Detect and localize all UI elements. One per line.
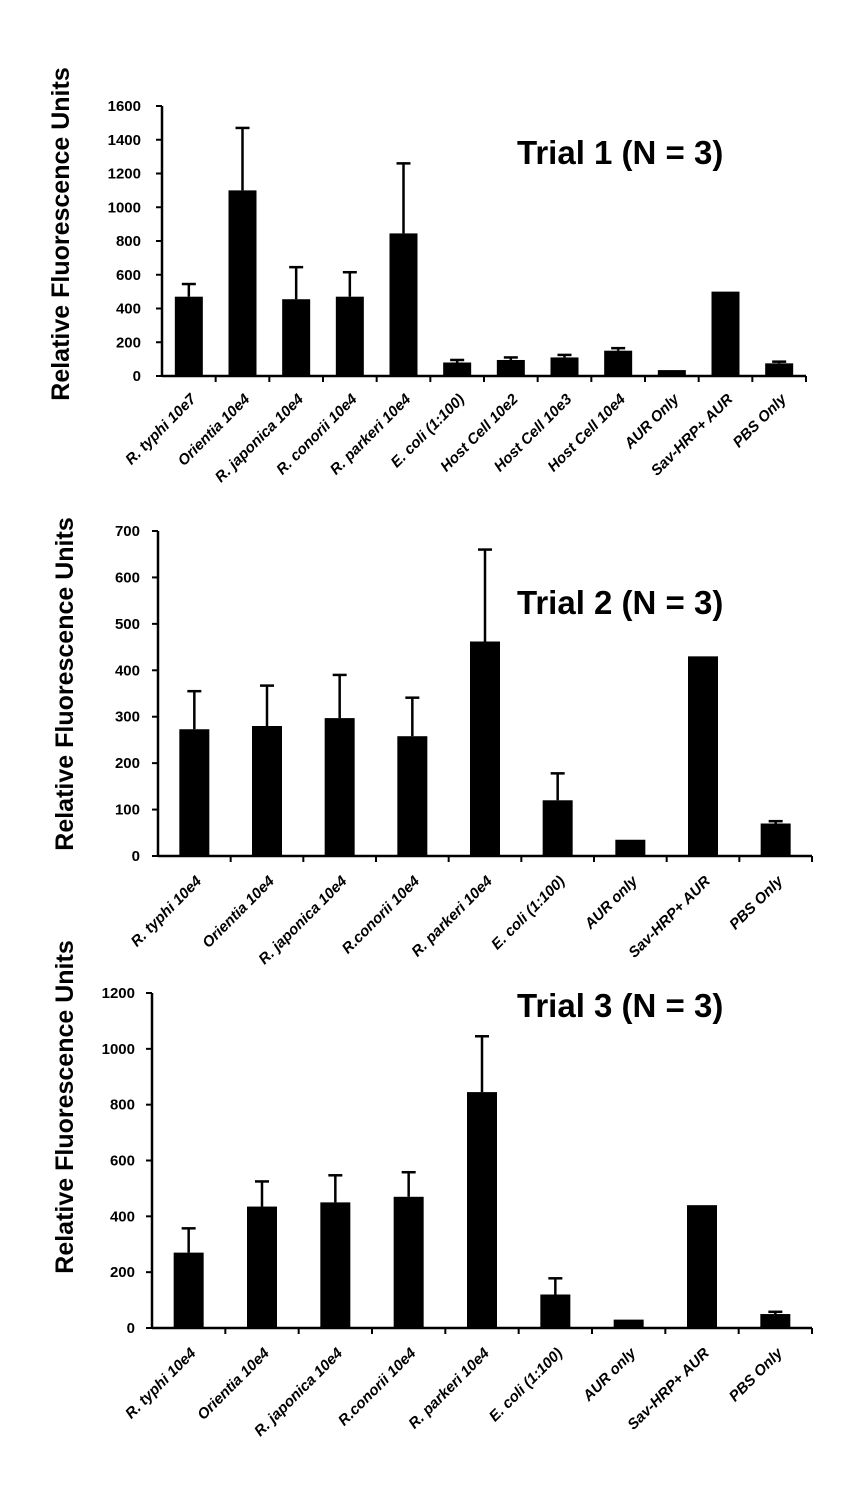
chart-title: Trial 2 (N = 3) — [517, 584, 723, 621]
bar — [615, 839, 646, 856]
y-axis-label: Relative Fluorescence Units — [51, 517, 79, 850]
x-tick-label: PBS Only — [726, 872, 787, 933]
bar — [179, 729, 210, 856]
bar — [443, 362, 472, 376]
x-tick-label: PBS Only — [726, 1344, 787, 1405]
bar — [613, 1319, 644, 1328]
bar — [173, 1252, 204, 1328]
bar — [389, 233, 418, 376]
bar — [688, 656, 718, 856]
chart-trial-1: Relative Fluorescence Units Trial 1 (N =… — [47, 67, 807, 486]
y-tick-label: 400 — [115, 662, 140, 679]
bar — [470, 641, 500, 856]
x-tick-label: R. typhi 10e4 — [122, 1344, 200, 1422]
y-tick-label: 1200 — [108, 166, 141, 183]
bar — [687, 1205, 717, 1328]
x-tick-label: Orientia 10e4 — [199, 872, 278, 951]
x-tick-label: PBS Only — [730, 390, 791, 451]
y-tick-label: 0 — [133, 368, 141, 385]
x-tick-label: AUR only — [579, 1344, 640, 1405]
bar — [228, 190, 257, 376]
y-tick-label: 1400 — [108, 132, 141, 149]
bar — [467, 1092, 497, 1328]
bar — [496, 359, 525, 376]
bar — [760, 823, 791, 856]
bar — [540, 1294, 571, 1328]
y-tick-label: 200 — [116, 334, 141, 351]
bar — [252, 726, 282, 856]
bar — [657, 370, 686, 376]
bar — [174, 296, 203, 376]
y-tick-label: 0 — [132, 848, 140, 865]
chart-trial-2: Relative Fluorescence Units Trial 2 (N =… — [51, 517, 813, 968]
y-axis-label: Relative Fluorescence Units — [51, 940, 79, 1273]
bar — [765, 363, 794, 376]
bar — [393, 1196, 424, 1328]
bar — [711, 291, 740, 376]
bar — [550, 357, 579, 376]
y-tick-label: 800 — [110, 1097, 135, 1114]
y-tick-label: 1000 — [108, 199, 141, 216]
bar — [247, 1206, 277, 1328]
y-tick-label: 300 — [115, 709, 140, 726]
x-tick-label: E. coli (1:100) — [486, 1345, 566, 1425]
bar — [320, 1202, 351, 1328]
y-tick-label: 600 — [115, 569, 140, 586]
x-tick-label: E. coli (1:100) — [488, 873, 568, 953]
y-tick-label: 600 — [116, 267, 141, 284]
bar — [324, 718, 355, 856]
y-tick-label: 400 — [116, 301, 141, 318]
bar — [335, 296, 364, 376]
y-tick-label: 200 — [115, 755, 140, 772]
bar — [604, 350, 633, 376]
bar — [397, 736, 428, 856]
y-tick-label: 600 — [110, 1153, 135, 1170]
chart-trial-3: Relative Fluorescence Units Trial 3 (N =… — [51, 940, 813, 1440]
chart-title: Trial 3 (N = 3) — [517, 987, 723, 1024]
x-tick-label: R.conorii 10e4 — [335, 1344, 420, 1429]
y-axis-label: Relative Fluorescence Units — [47, 67, 75, 400]
y-tick-label: 1000 — [102, 1041, 135, 1058]
x-tick-label: Orientia 10e4 — [194, 1344, 273, 1423]
y-tick-label: 100 — [115, 802, 140, 819]
y-tick-label: 400 — [110, 1208, 135, 1225]
y-tick-label: 0 — [127, 1320, 135, 1337]
bar — [760, 1314, 791, 1328]
bar — [282, 299, 311, 376]
y-tick-label: 200 — [110, 1264, 135, 1281]
bar — [542, 800, 573, 856]
y-tick-label: 500 — [115, 616, 140, 633]
y-tick-label: 800 — [116, 233, 141, 250]
y-tick-label: 700 — [115, 523, 140, 540]
chart-title: Trial 1 (N = 3) — [517, 134, 723, 171]
y-tick-label: 1600 — [108, 98, 141, 115]
x-tick-label: AUR only — [581, 872, 642, 933]
y-tick-label: 1200 — [102, 985, 135, 1002]
x-tick-label: R. typhi 10e4 — [128, 872, 206, 950]
